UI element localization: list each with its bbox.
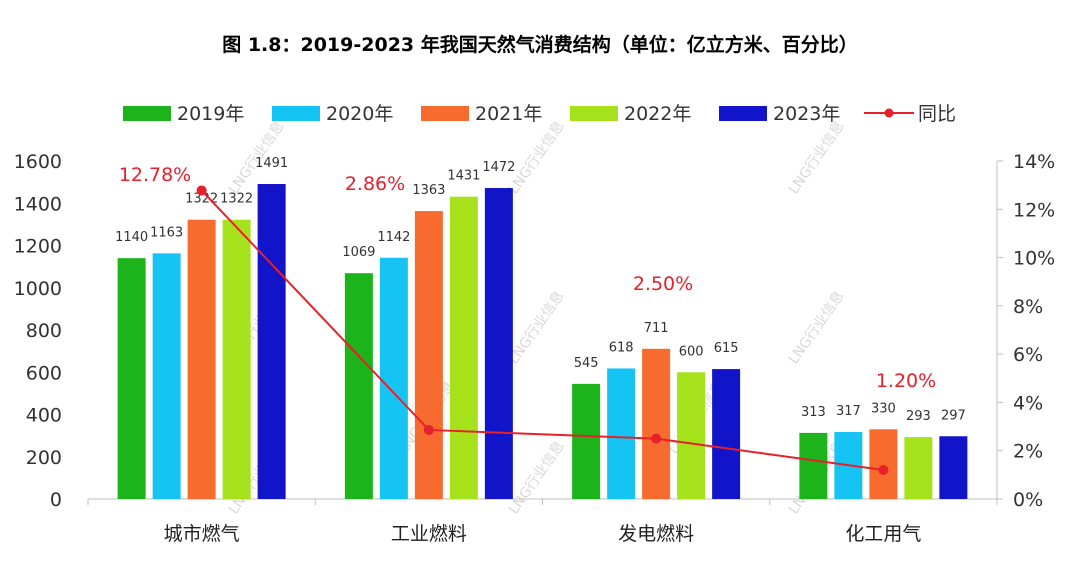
- bar: [799, 432, 828, 499]
- bar: [344, 273, 373, 499]
- y-tick-label: 1600: [14, 151, 62, 173]
- y2-tick-label: 0%: [1013, 489, 1043, 511]
- bar-value-label: 618: [609, 340, 634, 355]
- y-tick-label: 600: [26, 362, 62, 384]
- yoy-label: 2.50%: [633, 273, 693, 295]
- legend-label: 2023年: [773, 103, 840, 125]
- bar-value-label: 317: [836, 404, 861, 419]
- y-tick-label: 1000: [14, 278, 62, 300]
- watermark-text: LNG行业信息: [505, 288, 568, 367]
- y-tick-label: 400: [26, 405, 62, 427]
- bar: [449, 196, 478, 500]
- watermark-text: LNG行业信息: [505, 438, 568, 517]
- bar-value-label: 1322: [220, 192, 253, 207]
- x-category-label: 工业燃料: [391, 523, 467, 545]
- bar-value-label: 1322: [185, 192, 218, 207]
- legend-label: 同比: [918, 103, 956, 125]
- y-tick-label: 0: [50, 489, 62, 511]
- bar-value-label: 600: [679, 344, 704, 359]
- bar-value-label: 1069: [342, 245, 375, 260]
- bar-value-label: 1491: [255, 156, 288, 171]
- bar-value-label: 297: [941, 408, 966, 423]
- bar: [379, 257, 408, 499]
- axes: 0 200 400 600 800 1000 1200 1400 1600 0% 2% 4% 6% 8% 1…: [14, 151, 1056, 545]
- legend-line-marker: [884, 108, 894, 118]
- yoy-label: 1.20%: [876, 370, 936, 392]
- bar-value-label: 1472: [482, 160, 515, 175]
- y-tick-label: 1200: [14, 236, 62, 258]
- bar-value-label: 545: [574, 356, 599, 371]
- bars: [117, 184, 968, 500]
- watermark-text: LNG行业信息: [505, 118, 568, 197]
- legend-label: 2020年: [326, 103, 393, 125]
- yoy-point: [196, 185, 207, 196]
- yoy-line: 12.78% 2.86% 2.50% 1.20%: [119, 164, 936, 476]
- x-category-label: 化工用气: [845, 523, 921, 545]
- bar: [484, 188, 513, 500]
- yoy-point: [651, 433, 662, 444]
- bar: [904, 437, 933, 499]
- y-tick-label: 200: [26, 447, 62, 469]
- bar-value-label: 1431: [447, 169, 480, 184]
- bar: [222, 219, 251, 500]
- bar: [607, 368, 636, 499]
- bar: [712, 369, 741, 499]
- legend-swatch: [123, 106, 171, 121]
- bar: [642, 348, 671, 499]
- legend-swatch: [719, 106, 767, 121]
- y-tick-label: 800: [26, 320, 62, 342]
- bar-value-label: 1163: [150, 225, 183, 240]
- bar-value-label: 330: [871, 401, 896, 416]
- bar-value-label: 615: [714, 341, 739, 356]
- bar-value-label: 1142: [377, 230, 410, 245]
- bar-value-label: 293: [906, 409, 931, 424]
- yoy-point: [878, 465, 889, 476]
- legend-swatch: [570, 106, 618, 121]
- y2-tick-label: 12%: [1013, 199, 1055, 221]
- legend-swatch: [421, 106, 469, 121]
- bar: [572, 383, 601, 499]
- chart-title: 图 1.8：2019-2023 年我国天然气消费结构（单位：亿立方米、百分比）: [222, 33, 858, 56]
- x-category-label: 发电燃料: [618, 523, 694, 545]
- y2-tick-label: 8%: [1013, 296, 1043, 318]
- y2-tick-label: 14%: [1013, 151, 1055, 173]
- bar: [187, 219, 216, 500]
- yoy-line-path: [200, 189, 884, 472]
- yoy-label: 2.86%: [345, 173, 405, 195]
- watermark-text: LNG行业信息: [785, 118, 848, 197]
- bar: [152, 253, 181, 499]
- yoy-point: [423, 424, 434, 435]
- bar: [117, 258, 146, 499]
- bar-value-label: 1140: [115, 230, 148, 245]
- bar: [414, 211, 443, 499]
- bar: [257, 184, 286, 499]
- x-category-label: 城市燃气: [164, 523, 240, 545]
- legend-label: 2022年: [624, 103, 691, 125]
- bar: [677, 372, 706, 499]
- bar: [869, 429, 898, 499]
- bar-value-label: 1363: [412, 183, 445, 198]
- legend-label: 2021年: [475, 103, 542, 125]
- y2-tick-label: 6%: [1013, 344, 1043, 366]
- bar-value-label: 711: [644, 321, 669, 336]
- legend-label: 2019年: [177, 103, 244, 125]
- legend: 2019年 2020年 2021年 2022年 2023年 同比: [123, 103, 956, 125]
- yoy-label: 12.78%: [119, 164, 191, 186]
- y-tick-label: 1400: [14, 193, 62, 215]
- y2-tick-label: 4%: [1013, 392, 1043, 414]
- bar: [939, 436, 968, 499]
- watermark-text: LNG行业信息: [785, 288, 848, 367]
- legend-swatch: [272, 106, 320, 121]
- y2-tick-label: 10%: [1013, 248, 1055, 270]
- bar-value-label: 313: [801, 405, 826, 420]
- y2-tick-label: 2%: [1013, 441, 1043, 463]
